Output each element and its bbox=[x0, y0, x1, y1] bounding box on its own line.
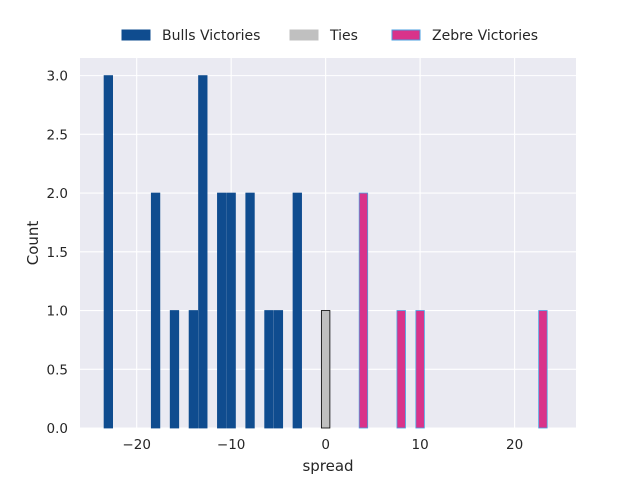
bar-bulls-victories bbox=[150, 192, 161, 429]
x-tick-label: 10 bbox=[412, 437, 429, 453]
x-tick-label: −10 bbox=[217, 437, 246, 453]
x-tick-label: −20 bbox=[122, 437, 151, 453]
x-tick-label: 20 bbox=[506, 437, 523, 453]
y-axis-label: Count bbox=[24, 221, 42, 266]
legend-swatch-zebre-victories bbox=[391, 29, 421, 41]
bar-bulls-victories bbox=[264, 310, 274, 429]
bar-bulls-victories bbox=[292, 192, 302, 429]
legend-label-bulls-victories: Bulls Victories bbox=[162, 28, 260, 44]
x-axis-label: spread bbox=[302, 457, 353, 475]
bar-bulls-victories bbox=[188, 310, 199, 429]
bar-bulls-victories bbox=[198, 75, 208, 429]
bar-bulls-victories bbox=[217, 192, 227, 429]
legend-swatch-bulls-victories bbox=[121, 29, 151, 41]
bar-bulls-victories bbox=[169, 310, 180, 429]
bar-zebre-victories bbox=[538, 310, 548, 429]
legend-label-zebre-victories: Zebre Victories bbox=[432, 28, 538, 44]
bar-ties bbox=[320, 310, 331, 429]
legend-label-ties: Ties bbox=[329, 28, 358, 44]
bar-zebre-victories bbox=[358, 192, 369, 429]
y-tick-label: 1.5 bbox=[47, 245, 68, 261]
y-tick-label: 1.0 bbox=[47, 304, 68, 320]
y-tick-label: 0.0 bbox=[47, 421, 68, 437]
y-tick-label: 3.0 bbox=[47, 69, 68, 85]
legend-swatch-ties bbox=[289, 29, 319, 41]
bar-bulls-victories bbox=[245, 192, 255, 429]
bar-bulls-victories bbox=[273, 310, 284, 429]
bar-bulls-victories bbox=[226, 192, 236, 429]
y-tick-label: 2.0 bbox=[47, 186, 68, 202]
x-tick-label: 0 bbox=[321, 437, 330, 453]
y-tick-label: 0.5 bbox=[47, 362, 68, 378]
y-tick-label: 2.5 bbox=[47, 127, 68, 143]
bar-bulls-victories bbox=[103, 75, 113, 429]
bar-zebre-victories bbox=[396, 310, 406, 429]
bar-zebre-victories bbox=[415, 310, 425, 429]
